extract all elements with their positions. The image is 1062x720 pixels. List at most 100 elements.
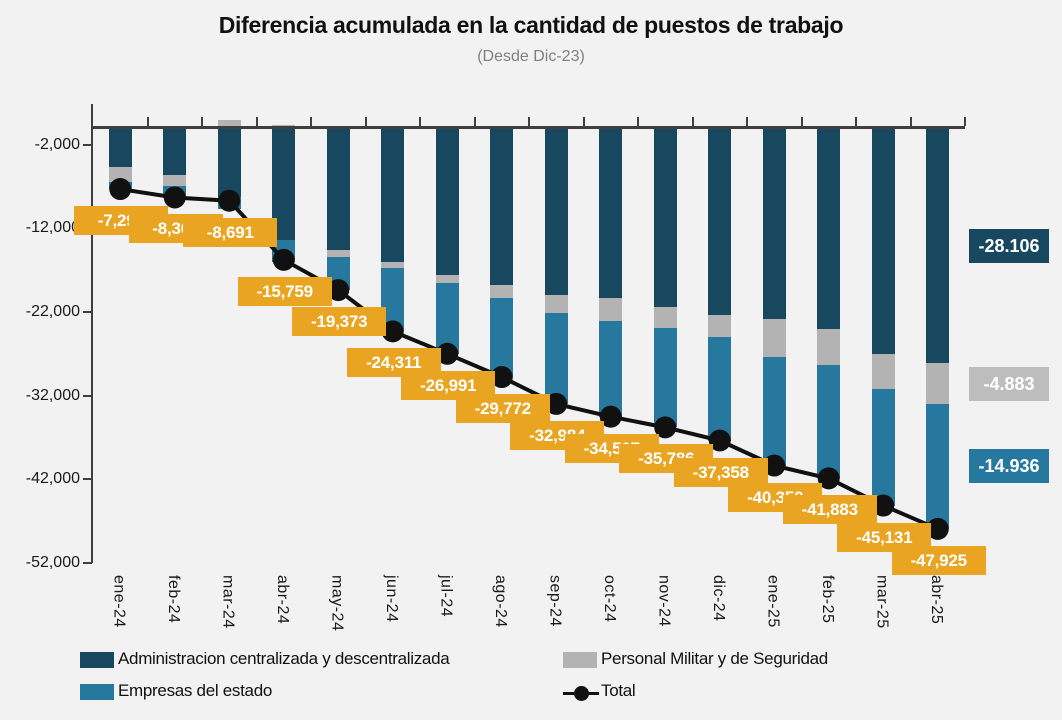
x-tick xyxy=(255,117,258,126)
x-tick xyxy=(364,117,367,126)
y-tick xyxy=(83,562,92,564)
x-category-label: ene-25 xyxy=(764,575,782,628)
bar-segment xyxy=(108,182,132,190)
bar-segment xyxy=(163,128,187,175)
chart-title: Diferencia acumulada en la cantidad de p… xyxy=(218,12,844,38)
bar-segment xyxy=(762,128,786,320)
bar-segment xyxy=(653,128,677,307)
segment-callout: -28.106 xyxy=(969,228,1049,263)
bar-segment xyxy=(544,294,568,314)
x-tick xyxy=(855,117,857,126)
x-category-label: oct-24 xyxy=(600,575,618,623)
legend-label-empresas: Empresas del estado xyxy=(118,681,272,700)
y-tick-label: -2,000 xyxy=(34,135,80,153)
x-tick xyxy=(473,117,476,126)
bar-segment xyxy=(544,128,568,295)
x-tick xyxy=(528,117,530,126)
bar-segment xyxy=(817,329,841,365)
legend-swatch-militar xyxy=(563,652,597,668)
y-axis-line xyxy=(91,104,93,563)
bar-segment xyxy=(653,328,677,428)
bar-segment xyxy=(490,298,514,378)
bar-segment xyxy=(326,249,350,257)
x-category-label: abr-24 xyxy=(273,575,291,625)
x-axis-zero-line xyxy=(93,126,965,129)
y-tick-label: -12,000 xyxy=(25,219,80,237)
x-category-label: ene-24 xyxy=(110,575,128,628)
bar-segment xyxy=(544,313,568,404)
x-category-label: feb-24 xyxy=(164,575,182,624)
total-data-label: -8,691 xyxy=(183,217,278,247)
bar-segment xyxy=(326,128,350,250)
legend-swatch-admin xyxy=(80,652,114,668)
bar-segment xyxy=(599,320,623,417)
x-category-label: mar-25 xyxy=(873,575,891,629)
bar-segment xyxy=(708,336,732,441)
bar-segment xyxy=(381,261,405,269)
legend-total-dot-icon xyxy=(574,686,589,701)
bar-segment xyxy=(217,119,241,128)
bar-segment xyxy=(926,403,950,529)
bar-segment xyxy=(708,314,732,337)
bar-segment xyxy=(163,186,187,198)
bar-segment xyxy=(435,128,459,275)
y-tick-label: -52,000 xyxy=(25,554,80,571)
y-tick-label: -32,000 xyxy=(25,386,80,404)
y-tick-label: -42,000 xyxy=(25,470,80,488)
bar-segment xyxy=(871,128,895,355)
total-data-label: -29,772 xyxy=(455,394,550,424)
y-tick xyxy=(83,311,92,314)
bar-segment xyxy=(762,356,786,466)
bar-segment xyxy=(762,319,786,357)
bar-segment xyxy=(435,274,459,284)
bar-segment xyxy=(381,128,405,262)
x-tick xyxy=(746,117,748,126)
bar-segment xyxy=(163,174,187,187)
total-data-label: -47,925 xyxy=(891,545,986,575)
x-category-label: may-24 xyxy=(328,575,346,632)
x-category-label: ago-24 xyxy=(491,575,509,628)
y-tick xyxy=(83,478,92,481)
bar-segment xyxy=(871,354,895,390)
bar-segment xyxy=(490,128,514,285)
x-tick xyxy=(637,117,639,126)
x-category-label: mar-24 xyxy=(219,575,237,629)
legend: Administracion centralizada y descentral… xyxy=(0,643,1062,713)
bar-segment xyxy=(108,167,132,183)
x-tick xyxy=(964,117,966,126)
segment-callout: -14.936 xyxy=(969,449,1049,484)
x-tick xyxy=(909,117,912,126)
x-tick xyxy=(800,117,803,126)
bar-segment xyxy=(490,284,514,299)
x-category-label: nov-24 xyxy=(655,575,673,627)
chart-subtitle: (Desde Dic-23) xyxy=(477,48,585,65)
bar-segment xyxy=(435,283,459,354)
bar-segment xyxy=(926,363,950,404)
x-category-label: jun-24 xyxy=(382,575,400,623)
legend-swatch-empresas xyxy=(80,684,114,700)
x-tick xyxy=(146,117,149,126)
x-category-label: dic-24 xyxy=(709,575,727,622)
bar-segment xyxy=(599,128,623,299)
bar-segment xyxy=(599,298,623,321)
x-category-label: jul-24 xyxy=(437,575,455,618)
bar-segment xyxy=(653,306,677,329)
y-tick xyxy=(83,394,92,397)
bar-segment xyxy=(926,128,950,364)
bar-segment xyxy=(817,364,841,479)
legend-label-admin: Administracion centralizada y descentral… xyxy=(118,649,450,668)
x-category-label: abr-25 xyxy=(927,575,945,625)
bar-segment xyxy=(708,128,732,315)
segment-callout: -4.883 xyxy=(969,366,1049,401)
total-data-label: -15,759 xyxy=(237,276,332,306)
legend-label-militar: Personal Militar y de Seguridad xyxy=(601,649,828,668)
bar-segment xyxy=(217,128,241,198)
y-tick xyxy=(83,143,92,146)
x-tick xyxy=(691,117,694,126)
bar-segment xyxy=(871,389,895,506)
legend-label-total: Total xyxy=(601,681,636,700)
x-category-label: feb-25 xyxy=(818,575,836,624)
x-tick xyxy=(310,117,312,126)
